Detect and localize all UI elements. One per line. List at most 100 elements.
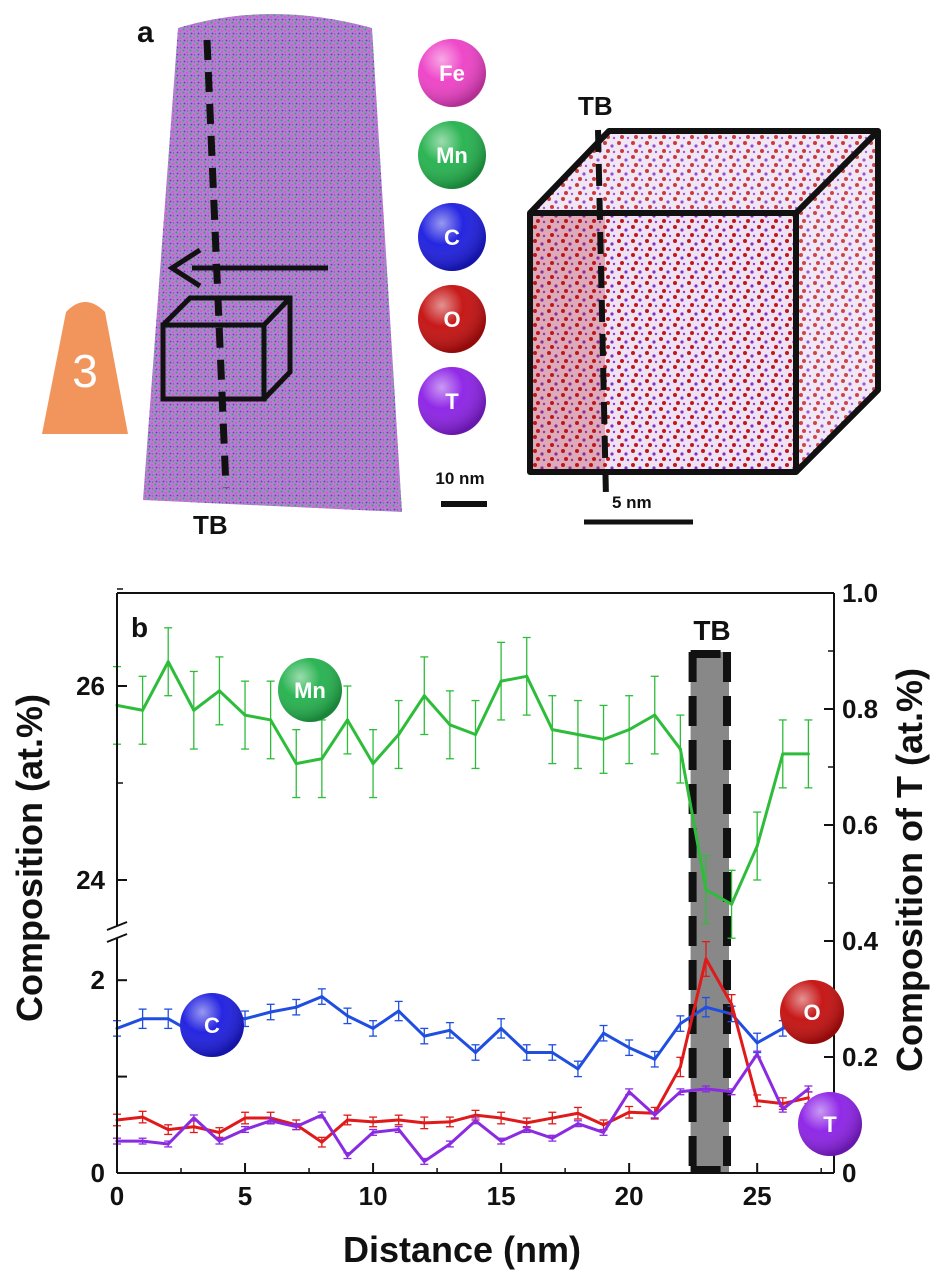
data-point: [371, 1130, 375, 1134]
number-badge: [42, 302, 128, 434]
tb-label-chart: TB: [693, 615, 730, 646]
axis-break-mark: [106, 921, 128, 931]
data-point: [397, 1128, 401, 1131]
legend-label-o: O: [443, 307, 460, 332]
y-tick-label: 0: [91, 1158, 105, 1188]
data-point: [550, 728, 554, 732]
y2-tick-label: 0: [842, 1158, 856, 1188]
data-point: [704, 888, 708, 892]
data-point: [781, 1107, 785, 1111]
data-point: [371, 1026, 375, 1030]
data-point: [525, 1121, 529, 1125]
data-point: [320, 1113, 324, 1117]
data-point: [781, 1026, 785, 1030]
tb-dashed-line-tip: [203, 39, 230, 489]
y2-tick-label: 0.4: [842, 926, 879, 956]
data-point: [422, 1159, 426, 1163]
data-point: [243, 713, 247, 717]
data-point: [243, 1116, 247, 1120]
direction-arrow-head: [167, 247, 202, 289]
x-tick-label: 5: [238, 1181, 252, 1211]
data-point: [397, 733, 401, 736]
data-point: [166, 1017, 170, 1021]
data-point: [448, 723, 452, 727]
data-point: [550, 1116, 554, 1120]
series-line-o: [116, 957, 809, 1144]
x-axis-label: Distance (nm): [343, 1229, 581, 1270]
data-point: [602, 1130, 606, 1134]
data-point: [345, 1014, 349, 1018]
data-point: [269, 718, 273, 722]
series-line-mn: [116, 660, 809, 906]
legend-label-c: C: [444, 225, 460, 250]
data-point: [474, 1051, 477, 1054]
panel-b-label: b: [131, 612, 148, 643]
data-point: [371, 762, 375, 766]
series-t: [113, 1050, 813, 1165]
scale-bar-left-label: 10 nm: [435, 469, 484, 488]
data-point: [397, 1118, 401, 1122]
legend-item-c: C: [418, 203, 486, 271]
data-point: [806, 1096, 810, 1100]
data-point: [576, 1122, 580, 1126]
data-point: [371, 1120, 375, 1124]
data-point: [499, 1026, 503, 1030]
y2-tick-label: 0.8: [842, 694, 878, 724]
data-point: [141, 1115, 145, 1119]
data-point: [320, 1140, 324, 1144]
legend-item-t: T: [418, 367, 486, 435]
y2-tick-label: 0.2: [842, 1042, 878, 1072]
legend-item-mn: Mn: [418, 121, 486, 189]
data-point: [602, 1123, 606, 1127]
data-point: [602, 737, 606, 741]
data-point: [422, 1121, 426, 1125]
number-badge-label: 3: [72, 345, 98, 397]
svg-text:T: T: [823, 1112, 837, 1137]
legend-label-t: T: [445, 389, 459, 414]
x-tick-label: 10: [359, 1181, 388, 1211]
tb-label-cube: TB: [578, 91, 613, 121]
data-point: [499, 679, 503, 683]
data-point: [704, 1087, 708, 1091]
data-point: [550, 1136, 554, 1140]
axis-break-mark: [106, 933, 128, 943]
badge-o: O: [780, 980, 844, 1044]
data-point: [806, 1087, 810, 1091]
data-point: [217, 1139, 221, 1143]
badge-t: T: [798, 1092, 862, 1156]
data-point: [781, 752, 785, 756]
data-point: [217, 689, 221, 693]
data-point: [730, 1002, 734, 1006]
legend-item-fe: Fe: [418, 39, 486, 107]
tb-dashed-line-cube: [595, 129, 609, 499]
data-point: [525, 674, 529, 678]
series-mn: [113, 627, 813, 939]
selection-box-small: [160, 295, 293, 402]
data-point: [397, 1009, 401, 1013]
panel-b: 0 5 10 15 20 25 0 2 24 26 0 0.2 0.4 0.6 0.8 1.0 b TB Di…: [9, 578, 930, 1270]
data-point: [525, 1128, 529, 1131]
y2-tick-label: 1.0: [842, 578, 878, 608]
data-point: [166, 1142, 170, 1146]
data-point: [294, 762, 298, 766]
y-tick-label: 24: [76, 865, 105, 895]
y-tick-label: 26: [76, 671, 105, 701]
y2-axis-label: Composition of T (at.%): [889, 668, 930, 1072]
data-point: [704, 957, 708, 961]
data-point: [192, 1125, 196, 1129]
data-point: [499, 1116, 503, 1120]
y-tick-label: 2: [91, 965, 105, 995]
panel-a: a TB 3 Fe Mn C O T 10 nm: [42, 14, 881, 540]
data-point: [448, 1028, 452, 1032]
data-point: [755, 1041, 759, 1045]
data-point: [755, 1099, 759, 1103]
tb-label-tip: TB: [193, 510, 228, 540]
y2-tick-label: 0.6: [842, 810, 878, 840]
tb-top-cap: [690, 650, 721, 1174]
series-line-t: [117, 1052, 810, 1163]
data-point: [627, 728, 631, 732]
data-point: [422, 694, 426, 698]
data-point: [627, 1090, 631, 1094]
legend-label-fe: Fe: [439, 61, 465, 86]
data-point: [474, 1119, 477, 1123]
